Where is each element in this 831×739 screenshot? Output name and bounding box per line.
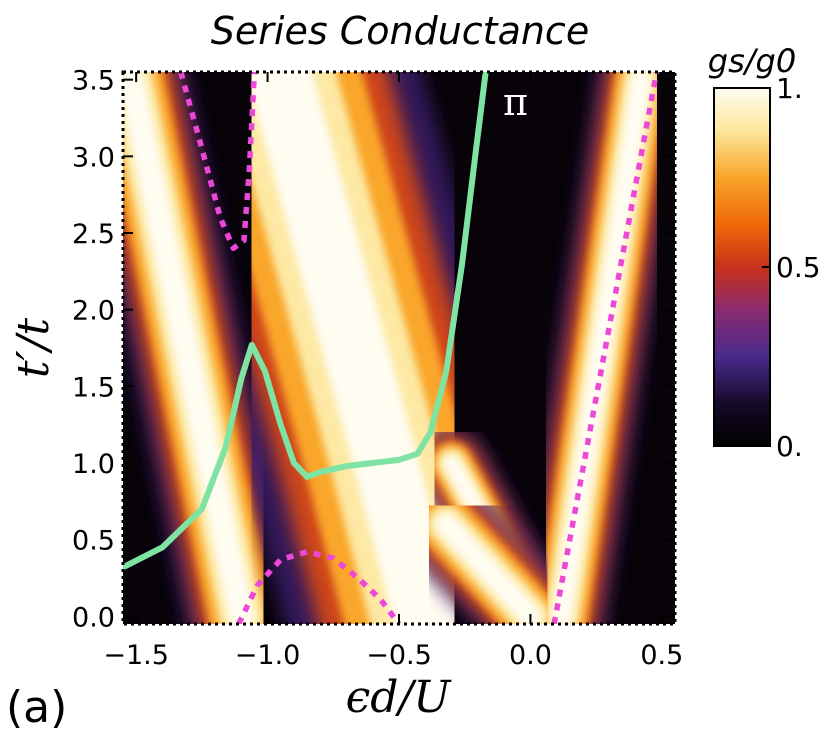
y-tick-label: 1.0 <box>72 449 115 480</box>
right-diagonal-band-layer-4 <box>551 72 652 624</box>
panel-label: (a) <box>6 682 67 733</box>
curve-layer <box>123 72 660 624</box>
y-tick-label: 3.5 <box>72 66 115 97</box>
pi-annotation: π <box>503 80 528 124</box>
y-tick-label: 2.5 <box>72 219 115 250</box>
chart-title: Series Conductance <box>211 9 589 53</box>
bottom-dotted-arc-curve <box>236 549 402 624</box>
y-tick-label: 0.0 <box>72 602 115 633</box>
x-tick-label: −1.0 <box>235 640 301 671</box>
y-tick-label: 1.5 <box>72 372 115 403</box>
upper-left-dotted-curve <box>178 72 258 252</box>
x-tick-label: 0.5 <box>640 640 683 671</box>
x-tick-label: −1.5 <box>103 640 169 671</box>
pi-phase-boundary-curve <box>123 72 489 571</box>
x-axis: −1.5 −1.0 −0.5 0.0 0.5 <box>103 72 683 671</box>
x-tick-label: −0.5 <box>366 640 432 671</box>
colorbar <box>713 87 771 447</box>
y-tick-label: 0.5 <box>72 526 115 557</box>
left-diagonal-band-layer-4 <box>123 72 255 624</box>
x-tick-label: 0.0 <box>509 640 552 671</box>
colorbar-title: gs/g0 <box>708 42 796 80</box>
right-dotted-line-curve <box>551 72 660 624</box>
y-tick-label: 2.0 <box>72 296 115 327</box>
colorbar-ticks: 0. 0.5 1. <box>762 72 821 463</box>
y-axis: 0.0 0.5 1.0 1.5 2.0 2.5 3.0 3.5 <box>72 66 675 633</box>
y-tick-label: 3.0 <box>72 142 115 173</box>
colorbar-tick-label: 0. <box>776 430 803 463</box>
y-axis-label: t′/t <box>8 318 59 378</box>
colorbar-tick-label: 0.5 <box>776 251 821 284</box>
colorbar-tick-label: 1. <box>776 72 803 105</box>
lower-right-region-layer-4 <box>435 513 542 624</box>
x-axis-label: ϵd/U <box>346 672 453 723</box>
